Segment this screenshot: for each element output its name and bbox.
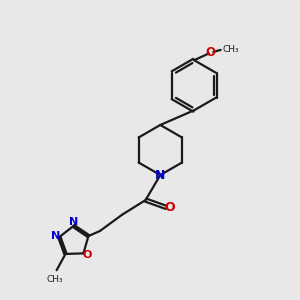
Text: N: N (51, 231, 60, 241)
Text: N: N (155, 169, 166, 182)
Text: CH₃: CH₃ (223, 45, 239, 54)
Text: O: O (206, 46, 215, 59)
Text: O: O (82, 250, 92, 260)
Text: O: O (164, 201, 175, 214)
Text: CH₃: CH₃ (47, 274, 64, 284)
Text: N: N (69, 217, 78, 227)
